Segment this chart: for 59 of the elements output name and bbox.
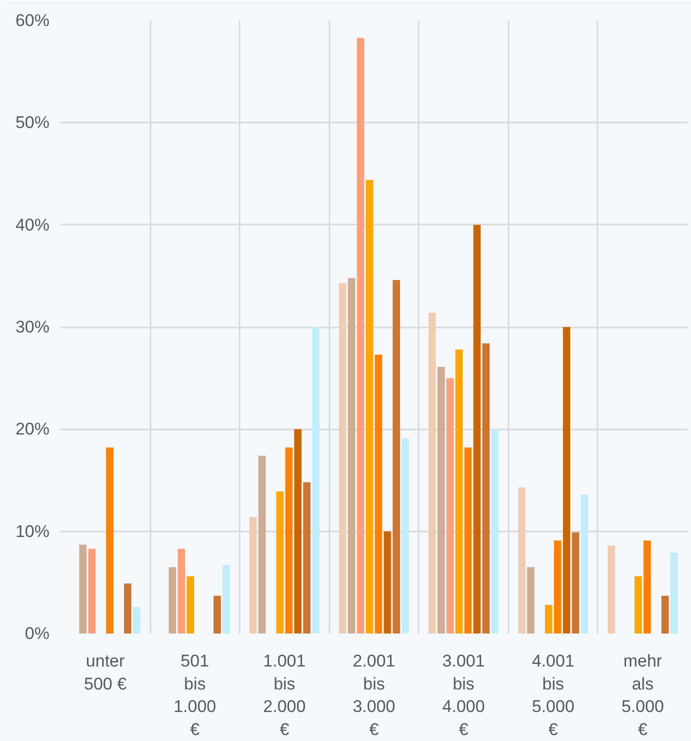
bar — [79, 544, 87, 634]
bar — [580, 494, 588, 634]
bar — [348, 278, 356, 634]
bar — [132, 606, 140, 634]
bar — [312, 327, 320, 634]
bar — [634, 576, 642, 634]
bar — [384, 531, 392, 634]
bar — [249, 517, 257, 634]
y-tick-label: 20% — [15, 420, 50, 439]
bar — [608, 546, 616, 634]
bar — [338, 283, 346, 634]
bar — [294, 429, 302, 634]
bar — [214, 596, 221, 634]
y-tick-label: 10% — [15, 522, 50, 541]
bar — [473, 224, 481, 634]
bar — [285, 448, 293, 634]
bar — [544, 604, 552, 634]
x-tick-label: 3.001 bis 4.000 € — [442, 652, 485, 739]
bar — [644, 540, 651, 634]
bar — [186, 576, 194, 634]
x-tick-label: mehr als 5.000 € — [621, 652, 664, 739]
bar — [222, 565, 230, 634]
bar — [366, 180, 374, 634]
bar — [402, 438, 410, 634]
x-tick-label: 2.001 bis 3.000 € — [352, 652, 396, 739]
bar — [491, 429, 499, 634]
bar — [106, 448, 114, 634]
bar — [562, 327, 570, 634]
x-tick-label: 4.001 bis 5.000 € — [532, 652, 574, 739]
bar — [438, 366, 445, 634]
bar — [374, 354, 382, 634]
bar — [124, 583, 132, 634]
bar — [258, 456, 266, 634]
y-tick-label: 50% — [15, 113, 50, 132]
bar — [661, 596, 669, 634]
bar — [572, 532, 580, 634]
bar — [518, 487, 526, 634]
bar — [670, 552, 678, 634]
y-tick-label: 60% — [15, 11, 50, 30]
y-tick-label: 30% — [15, 318, 50, 336]
bar — [482, 343, 490, 634]
x-tick-label: 1.001 bis 2.000 € — [263, 652, 306, 739]
bar — [168, 567, 176, 634]
bar — [303, 482, 310, 634]
bar — [527, 567, 534, 634]
bar — [554, 540, 562, 634]
bar — [178, 548, 186, 634]
x-tick-label: 501 bis 1.000 € — [174, 652, 216, 739]
bar — [356, 38, 364, 634]
bar — [455, 349, 463, 634]
bar — [392, 280, 400, 634]
bar — [428, 312, 436, 634]
bar — [464, 448, 472, 634]
y-tick-label: 0% — [24, 624, 50, 643]
x-tick-label: unter 500 € — [84, 652, 128, 694]
bar — [88, 548, 96, 634]
y-tick-label: 40% — [15, 215, 50, 234]
bar — [446, 378, 454, 634]
bar — [276, 491, 284, 634]
